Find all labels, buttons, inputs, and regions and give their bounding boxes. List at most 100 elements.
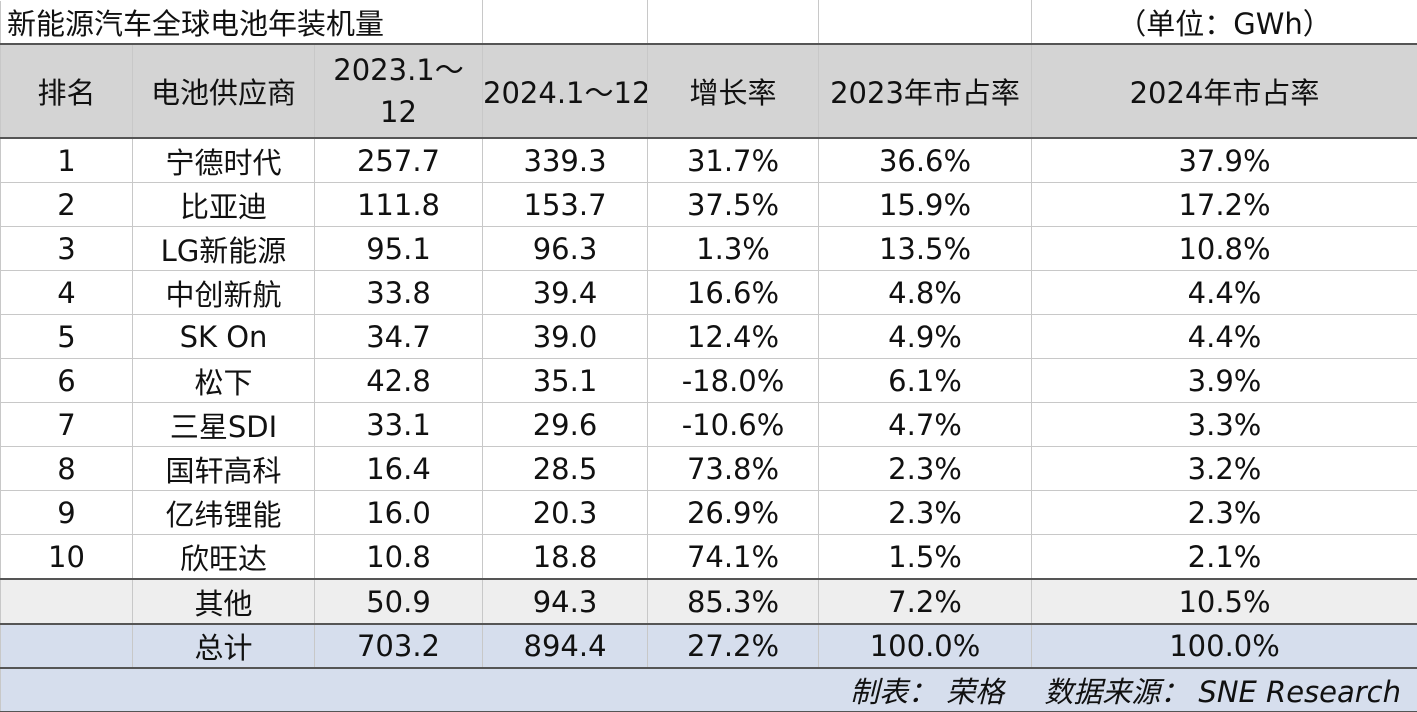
cell-share2024: 37.9% bbox=[1032, 138, 1417, 183]
cell-growth: 73.8% bbox=[648, 447, 819, 491]
cell-growth: -18.0% bbox=[648, 359, 819, 403]
cell-supplier: 欣旺达 bbox=[133, 535, 315, 580]
table-title: 新能源汽车全球电池年装机量 bbox=[1, 1, 483, 45]
cell-share2023: 2.3% bbox=[819, 447, 1032, 491]
cell-supplier: 其他 bbox=[133, 579, 315, 624]
cell-v2023: 16.4 bbox=[315, 447, 483, 491]
cell-share2023: 1.5% bbox=[819, 535, 1032, 580]
cell-growth: 85.3% bbox=[648, 579, 819, 624]
cell-share2023: 4.8% bbox=[819, 271, 1032, 315]
cell-growth: 1.3% bbox=[648, 227, 819, 271]
header-2023: 2023.1～12 bbox=[315, 44, 483, 138]
cell-v2024: 28.5 bbox=[483, 447, 648, 491]
header-share-2023: 2023年市占率 bbox=[819, 44, 1032, 138]
cell-growth: 26.9% bbox=[648, 491, 819, 535]
cell-rank: 1 bbox=[1, 138, 133, 183]
cell-v2023: 34.7 bbox=[315, 315, 483, 359]
cell-share2024: 4.4% bbox=[1032, 271, 1417, 315]
cell-rank: 10 bbox=[1, 535, 133, 580]
cell-share2023: 4.7% bbox=[819, 403, 1032, 447]
cell-v2024: 35.1 bbox=[483, 359, 648, 403]
cell-v2024: 339.3 bbox=[483, 138, 648, 183]
cell-rank: 5 bbox=[1, 315, 133, 359]
cell-v2024: 96.3 bbox=[483, 227, 648, 271]
cell-rank: 3 bbox=[1, 227, 133, 271]
cell-rank: 2 bbox=[1, 183, 133, 227]
cell-v2024: 29.6 bbox=[483, 403, 648, 447]
cell-growth: 37.5% bbox=[648, 183, 819, 227]
header-row: 排名 电池供应商 2023.1～12 2024.1～12 增长率 2023年市占… bbox=[1, 44, 1417, 138]
cell-rank bbox=[1, 579, 133, 624]
cell-supplier: 亿纬锂能 bbox=[133, 491, 315, 535]
cell-supplier: 国轩高科 bbox=[133, 447, 315, 491]
cell-share2024: 17.2% bbox=[1032, 183, 1417, 227]
header-rank: 排名 bbox=[1, 44, 133, 138]
cell-share2024: 10.8% bbox=[1032, 227, 1417, 271]
header-growth: 增长率 bbox=[648, 44, 819, 138]
cell-supplier: 比亚迪 bbox=[133, 183, 315, 227]
cell-share2023: 6.1% bbox=[819, 359, 1032, 403]
cell-v2024: 18.8 bbox=[483, 535, 648, 580]
cell-growth: 16.6% bbox=[648, 271, 819, 315]
header-2024: 2024.1～12 bbox=[483, 44, 648, 138]
cell-supplier: 松下 bbox=[133, 359, 315, 403]
cell-share2024: 10.5% bbox=[1032, 579, 1417, 624]
cell-share2023: 4.9% bbox=[819, 315, 1032, 359]
cell-v2023: 50.9 bbox=[315, 579, 483, 624]
cell-supplier: SK On bbox=[133, 315, 315, 359]
cell-v2023: 257.7 bbox=[315, 138, 483, 183]
cell-v2024: 894.4 bbox=[483, 624, 648, 668]
cell-share2023: 13.5% bbox=[819, 227, 1032, 271]
cell-rank bbox=[1, 624, 133, 668]
cell-supplier: LG新能源 bbox=[133, 227, 315, 271]
cell-supplier: 中创新航 bbox=[133, 271, 315, 315]
cell-share2023: 2.3% bbox=[819, 491, 1032, 535]
cell-v2024: 153.7 bbox=[483, 183, 648, 227]
cell-growth: 12.4% bbox=[648, 315, 819, 359]
cell-growth: -10.6% bbox=[648, 403, 819, 447]
cell-v2023: 10.8 bbox=[315, 535, 483, 580]
cell-v2023: 16.0 bbox=[315, 491, 483, 535]
cell-growth: 74.1% bbox=[648, 535, 819, 580]
cell-share2024: 3.2% bbox=[1032, 447, 1417, 491]
cell-share2024: 100.0% bbox=[1032, 624, 1417, 668]
cell-share2023: 7.2% bbox=[819, 579, 1032, 624]
cell-growth: 27.2% bbox=[648, 624, 819, 668]
cell-rank: 8 bbox=[1, 447, 133, 491]
unit-label: （单位：GWh） bbox=[1032, 1, 1417, 45]
cell-supplier: 三星SDI bbox=[133, 403, 315, 447]
cell-v2024: 39.4 bbox=[483, 271, 648, 315]
cell-supplier: 宁德时代 bbox=[133, 138, 315, 183]
cell-share2023: 100.0% bbox=[819, 624, 1032, 668]
cell-v2024: 20.3 bbox=[483, 491, 648, 535]
title-row: 新能源汽车全球电池年装机量 （单位：GWh） bbox=[1, 1, 1417, 45]
cell-v2023: 42.8 bbox=[315, 359, 483, 403]
cell-v2024: 94.3 bbox=[483, 579, 648, 624]
cell-growth: 31.7% bbox=[648, 138, 819, 183]
cell-v2024: 39.0 bbox=[483, 315, 648, 359]
header-supplier: 电池供应商 bbox=[133, 44, 315, 138]
cell-rank: 6 bbox=[1, 359, 133, 403]
cell-v2023: 95.1 bbox=[315, 227, 483, 271]
cell-v2023: 111.8 bbox=[315, 183, 483, 227]
footer-row: 制表： 荣格数据来源： SNE Research bbox=[1, 668, 1417, 712]
cell-rank: 4 bbox=[1, 271, 133, 315]
cell-v2023: 33.8 bbox=[315, 271, 483, 315]
cell-supplier: 总计 bbox=[133, 624, 315, 668]
cell-rank: 7 bbox=[1, 403, 133, 447]
cell-share2024: 3.3% bbox=[1032, 403, 1417, 447]
cell-rank: 9 bbox=[1, 491, 133, 535]
